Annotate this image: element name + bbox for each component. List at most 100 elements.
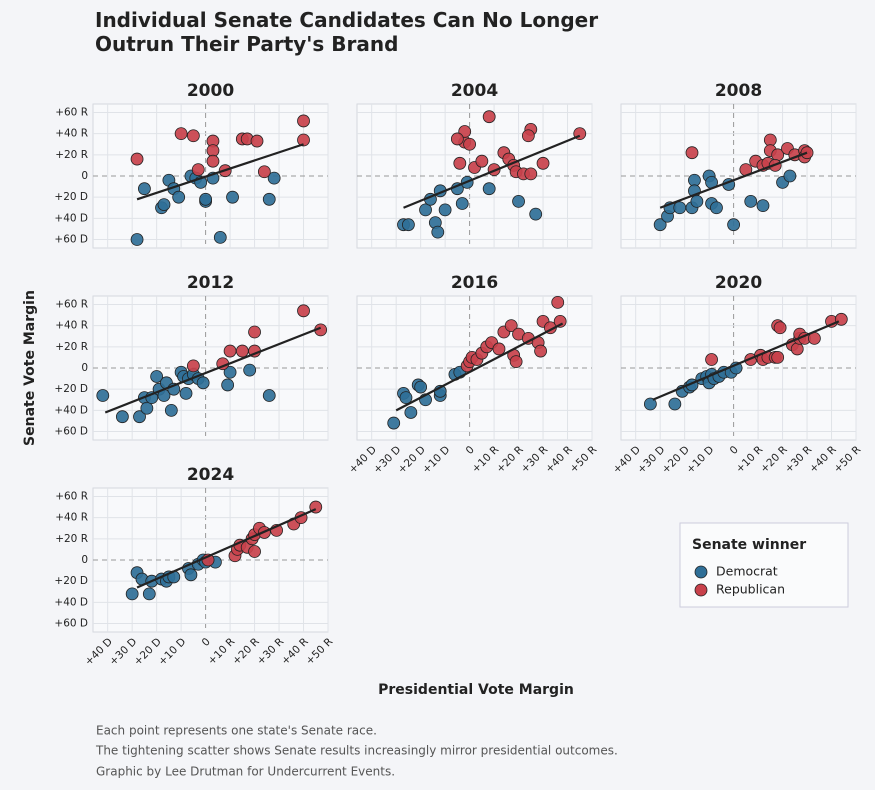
y-tick-label: +20 R <box>55 149 88 161</box>
point <box>727 218 741 232</box>
legend-label: Democrat <box>716 564 778 579</box>
point <box>455 197 469 210</box>
point <box>262 192 276 206</box>
y-tick-label: +40 D <box>54 596 88 608</box>
y-tick-label: +20 D <box>54 575 88 587</box>
point <box>191 163 205 177</box>
legend-box <box>679 522 849 608</box>
point <box>653 218 667 232</box>
point <box>243 363 257 377</box>
point <box>450 132 464 146</box>
panel-title: 2020 <box>715 273 762 293</box>
y-tick-label: +60 R <box>55 298 88 310</box>
trend-line <box>136 143 304 201</box>
point <box>297 304 310 318</box>
point <box>399 391 413 405</box>
x-axis-label: Presidential Vote Margin <box>378 682 574 698</box>
point <box>492 342 506 356</box>
point <box>248 325 261 339</box>
point <box>297 114 310 128</box>
y-tick-label: 0 <box>81 554 88 566</box>
y-tick-label: 0 <box>81 170 88 182</box>
point <box>756 199 770 213</box>
point <box>184 568 198 582</box>
point <box>463 137 477 151</box>
point <box>404 406 418 419</box>
panel-title: 2008 <box>715 81 762 101</box>
point <box>509 355 523 369</box>
trend-line <box>403 134 581 209</box>
point <box>668 397 682 411</box>
point <box>475 154 489 168</box>
panel-title: 2012 <box>187 273 234 293</box>
point <box>125 587 139 601</box>
legend-label: Republican <box>716 582 785 597</box>
point <box>402 218 415 232</box>
point <box>130 152 144 166</box>
point <box>174 127 188 141</box>
point <box>297 133 310 147</box>
y-tick-label: +40 R <box>55 320 88 332</box>
point <box>414 380 428 394</box>
point <box>790 342 804 356</box>
point <box>223 365 237 379</box>
point <box>387 416 401 430</box>
chart-title: Individual Senate Candidates Can No Long… <box>95 8 598 56</box>
point <box>262 389 276 402</box>
y-tick-label: +60 D <box>54 234 88 246</box>
note: Graphic by Lee Drutman for Undercurrent … <box>96 765 395 779</box>
point <box>524 167 538 181</box>
trend-line <box>395 322 564 412</box>
point <box>206 154 220 168</box>
point <box>213 231 227 244</box>
y-tick-label: +40 D <box>54 212 88 224</box>
point <box>179 387 193 400</box>
point <box>643 397 657 411</box>
panel-title: 2004 <box>451 81 498 101</box>
point <box>140 401 154 415</box>
point <box>257 165 271 179</box>
point <box>186 129 200 143</box>
point <box>138 182 151 196</box>
point <box>521 129 535 143</box>
point <box>164 403 178 417</box>
point <box>834 312 848 326</box>
point <box>150 370 164 383</box>
point <box>226 190 239 204</box>
point <box>223 344 237 358</box>
point <box>133 410 146 424</box>
point <box>504 319 518 333</box>
chart-title-text: Individual Senate Candidates Can No Long… <box>95 8 598 32</box>
trend-line <box>136 508 317 589</box>
legend-title: Senate winner <box>692 537 806 553</box>
point <box>773 321 787 335</box>
point <box>130 233 144 246</box>
point <box>690 195 704 208</box>
panel-title: 2000 <box>187 81 234 101</box>
point <box>431 225 445 239</box>
point <box>534 344 547 358</box>
y-tick-label: +20 D <box>54 191 88 203</box>
point <box>250 134 264 148</box>
y-tick-label: +60 D <box>54 618 88 630</box>
point <box>235 344 249 358</box>
y-tick-label: 0 <box>81 362 88 374</box>
point <box>199 192 213 206</box>
point <box>196 376 210 390</box>
point <box>115 410 129 424</box>
y-tick-label: +20 D <box>54 383 88 395</box>
point <box>551 295 565 309</box>
y-axis-label: Senate Vote Margin <box>22 290 38 446</box>
point <box>453 156 467 170</box>
point <box>482 110 496 124</box>
y-tick-label: +60 D <box>54 426 88 438</box>
y-tick-label: +40 R <box>55 512 88 524</box>
y-tick-label: +20 R <box>55 341 88 353</box>
point <box>267 171 281 185</box>
point <box>553 315 567 328</box>
point <box>419 203 432 217</box>
point <box>221 378 235 392</box>
y-tick-label: +40 R <box>55 128 88 140</box>
legend-marker <box>694 583 708 597</box>
point <box>512 195 525 208</box>
